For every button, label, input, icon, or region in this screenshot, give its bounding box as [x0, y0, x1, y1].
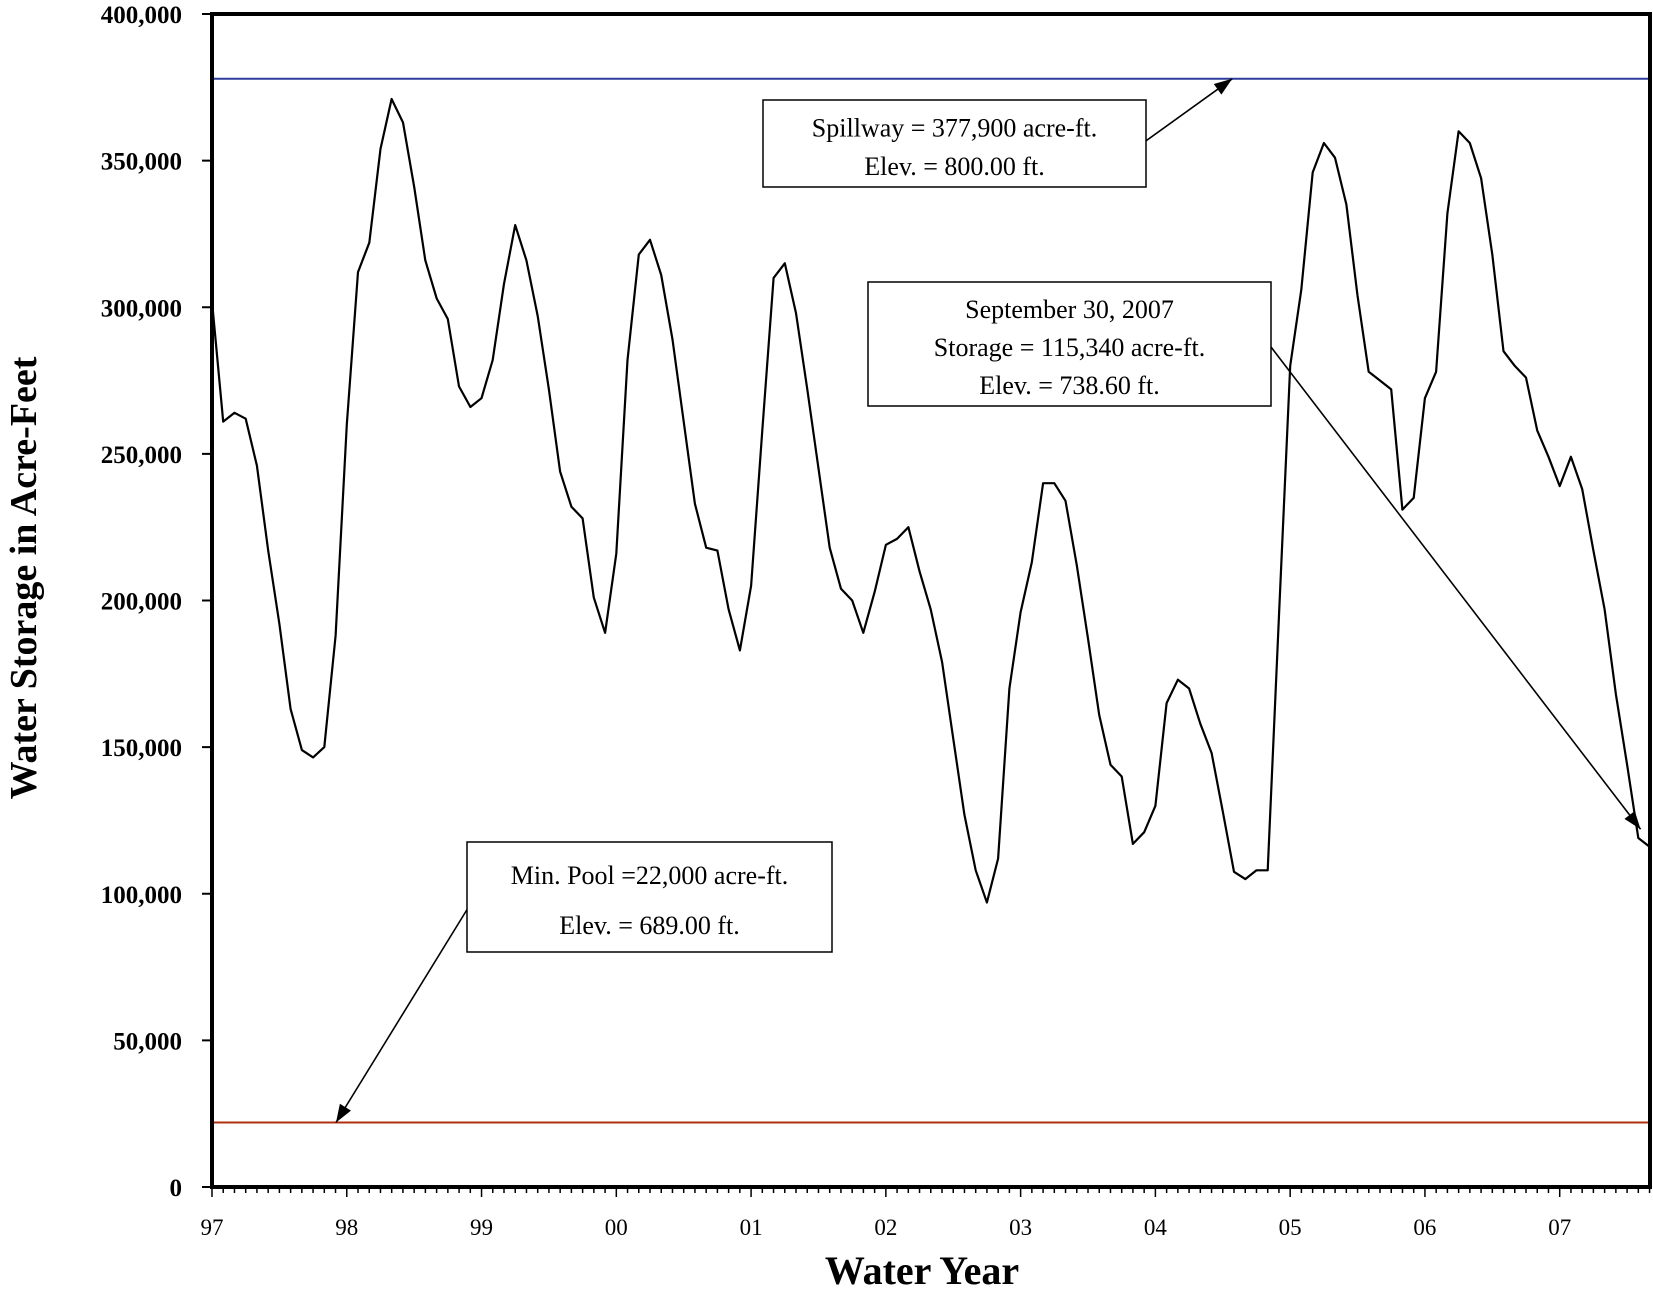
annotation-text: Min. Pool =22,000 acre-ft. — [511, 861, 789, 890]
reference-lines — [212, 77, 1650, 1124]
annotation-0: Spillway = 377,900 acre-ft. Elev. = 800.0… — [762, 78, 1233, 188]
y-tick-label: 400,000 — [101, 2, 182, 29]
annotation-arrow — [1142, 78, 1233, 144]
annotation-arrowhead — [335, 1103, 351, 1123]
y-tick-label: 250,000 — [101, 442, 182, 469]
x-tick-label: 05 — [1279, 1215, 1302, 1240]
axes: 0 50,000 100,000 150,000 200,000 250,000 300,0… — [101, 2, 1652, 1240]
x-tick-label: 99 — [470, 1215, 493, 1240]
x-tick-label: 02 — [874, 1215, 897, 1240]
x-tick-label: 97 — [201, 1215, 224, 1240]
annotation-text: Elev. = 689.00 ft. — [559, 911, 740, 940]
annotation-arrowhead — [1213, 78, 1233, 95]
annotation-arrow — [335, 907, 469, 1123]
annotation-arrowhead — [1624, 810, 1641, 830]
x-tick-label: 06 — [1413, 1215, 1436, 1240]
y-tick-label: 350,000 — [101, 149, 182, 176]
x-tick-label: 07 — [1548, 1215, 1571, 1240]
annotation-box — [466, 841, 833, 953]
x-axis-title: Water Year — [825, 1248, 1019, 1293]
x-tick-label: 98 — [335, 1215, 358, 1240]
series-layer — [210, 97, 1651, 904]
annotation-text: Spillway = 377,900 acre-ft. — [812, 113, 1097, 142]
x-tick-label: 01 — [740, 1215, 763, 1240]
x-tick-label: 00 — [605, 1215, 628, 1240]
annotations: Spillway = 377,900 acre-ft. Elev. = 800.0… — [335, 78, 1642, 1123]
x-tick-label: 04 — [1144, 1215, 1168, 1240]
annotation-text: September 30, 2007 — [965, 295, 1174, 324]
plot-frame — [210, 12, 1652, 1189]
annotation-text: Storage = 115,340 acre-ft. — [934, 333, 1205, 362]
x-axis-ticks: 97 98 99 00 01 02 03 04 05 06 07 — [201, 1187, 1651, 1240]
y-tick-label: 200,000 — [101, 589, 182, 616]
annotation-arrow — [1270, 346, 1642, 830]
y-axis-ticks: 0 50,000 100,000 150,000 200,000 250,000 300,0… — [101, 2, 212, 1202]
annotation-1: September 30, 2007 Storage = 115,340 acre… — [867, 281, 1642, 830]
y-tick-label: 0 — [170, 1175, 183, 1202]
x-tick-label: 03 — [1009, 1215, 1032, 1240]
y-tick-label: 300,000 — [101, 295, 182, 322]
annotation-box — [867, 281, 1272, 407]
y-tick-label: 150,000 — [101, 735, 182, 762]
series-line-0 — [210, 97, 1651, 904]
annotation-text: Elev. = 738.60 ft. — [979, 371, 1160, 400]
y-axis-title: Water Storage in Acre-Feet — [3, 356, 45, 799]
annotation-2: Min. Pool =22,000 acre-ft. Elev. = 689.00… — [335, 841, 833, 1123]
annotation-text: Elev. = 800.00 ft. — [864, 152, 1045, 181]
annotation-box — [762, 99, 1147, 188]
y-tick-label: 100,000 — [101, 882, 182, 909]
y-tick-label: 50,000 — [113, 1028, 182, 1055]
